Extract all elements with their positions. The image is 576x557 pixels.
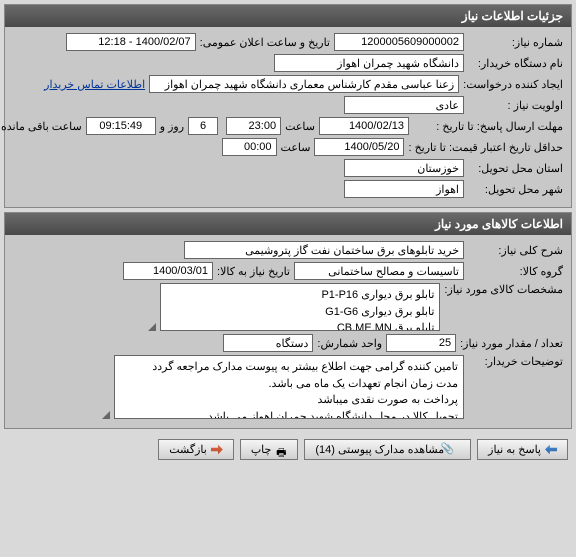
goods-panel: اطلاعات کالاهای مورد نیاز شرح کلی نیاز: … [4,212,572,429]
attachment-icon [448,444,460,456]
deadline-time-label: ساعت [285,120,315,133]
back-button[interactable]: بازگشت [158,439,234,460]
row-buyer: نام دستگاه خریدار: [13,54,563,72]
qty-label: تعداد / مقدار مورد نیاز: [460,337,563,350]
row-qty: تعداد / مقدار مورد نیاز: واحد شمارش: [13,334,563,352]
resize-handle-icon[interactable] [102,411,110,419]
attachments-button[interactable]: مشاهده مدارک پیوستی (14) [304,439,471,460]
validity-to-label: تا تاریخ : [408,142,445,154]
validity-main-label: حداقل تاریخ اعتبار قیمت: [449,142,563,154]
spec-field[interactable] [160,283,440,331]
reply-icon [545,444,557,456]
reply-button-label: پاسخ به نیاز [488,443,541,456]
row-general: شرح کلی نیاز: [13,241,563,259]
announce-label: تاریخ و ساعت اعلان عمومی: [200,36,330,49]
print-icon [275,444,287,456]
deadline-main-label: مهلت ارسال پاسخ: [477,121,563,133]
province-field[interactable] [344,159,464,177]
group-field[interactable] [294,262,464,280]
group-label: گروه کالا: [468,265,563,278]
remaining-field[interactable] [86,117,156,135]
buyer-label: نام دستگاه خریدار: [468,57,563,70]
row-spec: مشخصات کالای مورد نیاز: [13,283,563,331]
priority-field[interactable] [344,96,464,114]
city-field[interactable] [344,180,464,198]
creator-field[interactable] [149,75,459,93]
qty-field[interactable] [386,334,456,352]
back-icon [211,444,223,456]
number-field[interactable] [334,33,464,51]
priority-label: اولویت نیاز : [468,99,563,112]
deadline-time-field[interactable] [226,117,281,135]
reply-button[interactable]: پاسخ به نیاز [477,439,568,460]
goods-header: اطلاعات کالاهای مورد نیاز [5,213,571,235]
general-label: شرح کلی نیاز: [468,244,563,257]
need-by-label: تاریخ نیاز به کالا: [217,265,290,278]
spec-label: مشخصات کالای مورد نیاز: [444,283,563,296]
attachments-button-label: مشاهده مدارک پیوستی (14) [315,443,444,456]
button-bar: پاسخ به نیاز مشاهده مدارک پیوستی (14) چا… [0,433,576,466]
validity-label: حداقل تاریخ اعتبار قیمت: تا تاریخ : [408,141,563,154]
row-deadline: مهلت ارسال پاسخ: تا تاریخ : ساعت روز و س… [13,117,563,135]
print-button-label: چاپ [251,443,272,456]
goods-body: شرح کلی نیاز: گروه کالا: تاریخ نیاز به ک… [5,235,571,428]
announce-field[interactable] [66,33,196,51]
city-label: شهر محل تحویل: [468,183,563,196]
deadline-to-label: تا تاریخ : [436,121,473,133]
row-group: گروه کالا: تاریخ نیاز به کالا: [13,262,563,280]
deadline-date-field[interactable] [319,117,409,135]
validity-time-field[interactable] [222,138,277,156]
notes-label: توضیحات خریدار: [468,355,563,368]
back-button-label: بازگشت [169,443,207,456]
row-validity: حداقل تاریخ اعتبار قیمت: تا تاریخ : ساعت [13,138,563,156]
resize-handle-icon[interactable] [148,323,156,331]
unit-field[interactable] [223,334,313,352]
validity-date-field[interactable] [314,138,404,156]
need-details-panel: جزئیات اطلاعات نیاز شماره نیاز: تاریخ و … [4,4,572,208]
row-province: استان محل تحویل: [13,159,563,177]
row-creator: ایجاد کننده درخواست: اطلاعات تماس خریدار [13,75,563,93]
need-details-header: جزئیات اطلاعات نیاز [5,5,571,27]
notes-field[interactable] [114,355,464,419]
creator-label: ایجاد کننده درخواست: [463,78,563,91]
number-label: شماره نیاز: [468,36,563,49]
days-label: روز و [160,120,184,133]
row-number: شماره نیاز: تاریخ و ساعت اعلان عمومی: [13,33,563,51]
general-field[interactable] [184,241,464,259]
contact-link[interactable]: اطلاعات تماس خریدار [44,78,145,91]
row-priority: اولویت نیاز : [13,96,563,114]
buyer-field[interactable] [274,54,464,72]
row-city: شهر محل تحویل: [13,180,563,198]
days-field[interactable] [188,117,218,135]
remaining-label: ساعت باقی مانده [1,120,82,133]
unit-label: واحد شمارش: [317,337,382,350]
province-label: استان محل تحویل: [468,162,563,175]
deadline-label: مهلت ارسال پاسخ: تا تاریخ : [413,120,563,133]
row-notes: توضیحات خریدار: [13,355,563,419]
need-details-body: شماره نیاز: تاریخ و ساعت اعلان عمومی: نا… [5,27,571,207]
need-by-field[interactable] [123,262,213,280]
validity-time-label: ساعت [281,141,311,154]
print-button[interactable]: چاپ [240,439,299,460]
